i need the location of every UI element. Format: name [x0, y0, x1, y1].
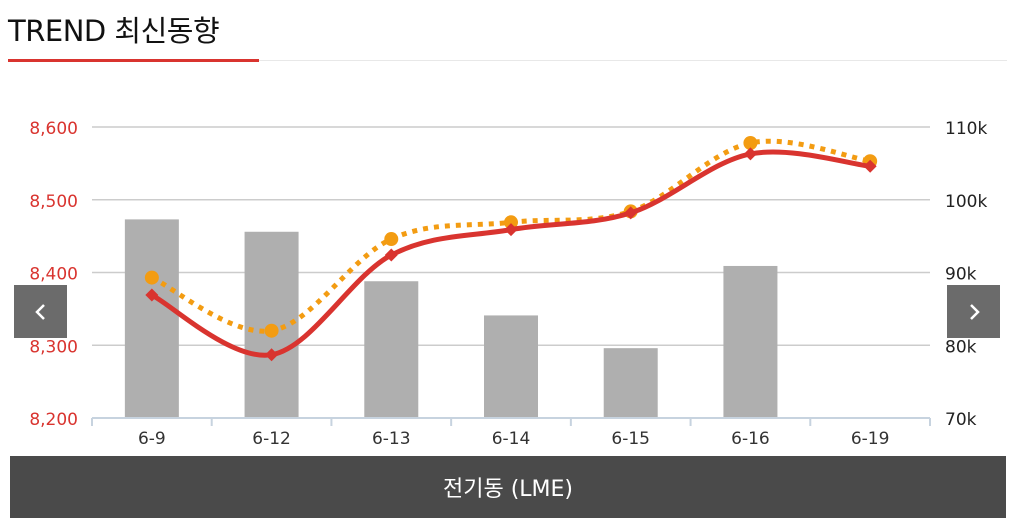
x-tick-label: 6-9: [138, 429, 166, 449]
trend-chart: 8,200 8,300 8,400 8,500 8,600 70k 80k 90k 100k 11…: [29, 119, 987, 449]
circle-marker: [264, 323, 279, 338]
axis-labels: 8,200 8,300 8,400 8,500 8,600 70k 80k 90k 100k 11…: [29, 119, 987, 449]
x-axis: [91, 417, 931, 426]
line-series: [144, 136, 878, 362]
diamond-marker: [384, 248, 398, 262]
chevron-right-icon: [969, 303, 980, 320]
bar: [484, 315, 538, 418]
y-right-tick-label: 100k: [945, 192, 987, 212]
x-tick-label: 6-14: [492, 429, 531, 449]
prev-button[interactable]: [14, 285, 67, 338]
title-underline: [259, 60, 1007, 61]
circle-marker: [504, 215, 518, 230]
bar: [723, 265, 778, 418]
circle-marker: [144, 270, 159, 285]
footer-bar: 전기동 (LME): [10, 456, 1006, 518]
x-tick-label: 6-12: [252, 429, 291, 449]
chevron-left-icon: [34, 303, 45, 320]
x-tick-label: 6-13: [372, 429, 411, 449]
y-left-tick-label: 8,400: [29, 265, 78, 285]
diamond-marker: [624, 206, 638, 220]
diamond-marker: [863, 159, 877, 173]
y-right-tick-label: 90k: [945, 265, 977, 285]
y-right-tick-label: 70k: [945, 410, 977, 430]
y-right-tick-label: 110k: [945, 119, 987, 139]
diamond-marker: [743, 147, 757, 161]
y-left-tick-label: 8,600: [29, 119, 78, 139]
diamond-marker: [265, 348, 279, 362]
diamond-marker: [504, 223, 518, 237]
grid-lines: [92, 126, 930, 346]
title-underline-accent: [8, 59, 259, 62]
circle-marker: [743, 136, 758, 151]
x-tick-label: 6-16: [731, 429, 770, 449]
header: TREND 최신동향: [0, 0, 1012, 64]
page-title: TREND 최신동향: [8, 14, 220, 48]
y-right-tick-label: 80k: [945, 337, 977, 357]
next-button[interactable]: [947, 285, 1000, 338]
chart-subject-label: 전기동 (LME): [442, 477, 574, 502]
circle-marker: [384, 232, 399, 247]
y-left-tick-label: 8,300: [29, 337, 78, 357]
diamond-marker: [145, 288, 159, 302]
bar-series: [124, 219, 778, 418]
x-tick-label: 6-15: [611, 429, 650, 449]
bar: [364, 281, 419, 418]
bar: [603, 348, 658, 418]
y-left-tick-label: 8,500: [29, 192, 78, 212]
y-left-tick-label: 8,200: [29, 410, 78, 430]
bar: [124, 219, 179, 418]
x-tick-label: 6-19: [851, 429, 890, 449]
